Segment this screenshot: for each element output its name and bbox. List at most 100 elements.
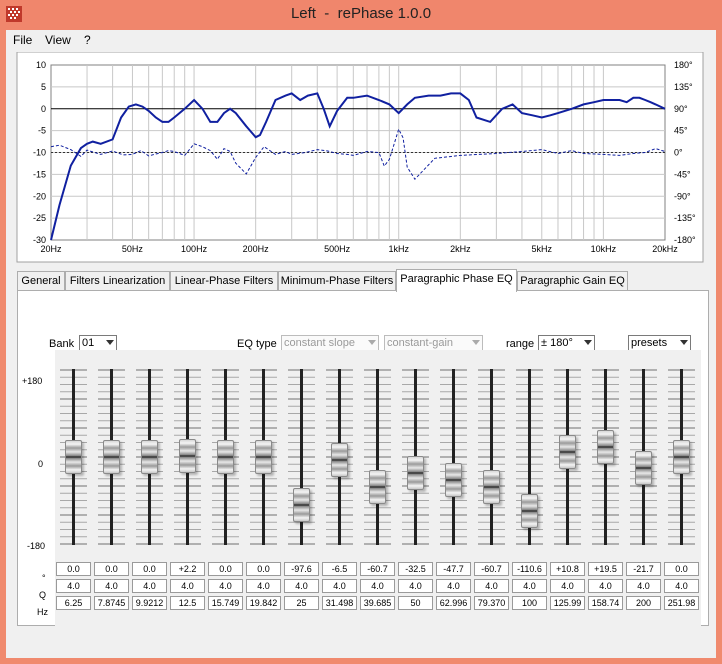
- frequency-input[interactable]: 158.74: [588, 596, 623, 610]
- slider-thumb[interactable]: [331, 443, 348, 478]
- slider-track[interactable]: [376, 369, 379, 545]
- slider-track[interactable]: [528, 369, 531, 545]
- frequency-input[interactable]: 200: [626, 596, 661, 610]
- eq-type-select[interactable]: constant slope: [281, 335, 379, 352]
- phase-input[interactable]: -47.7: [436, 562, 471, 576]
- title-bar[interactable]: Left - rePhase 1.0.0: [0, 0, 722, 30]
- frequency-input[interactable]: 100: [512, 596, 547, 610]
- frequency-input[interactable]: 7.8745: [94, 596, 129, 610]
- q-input[interactable]: 4.0: [664, 579, 699, 593]
- slider-thumb[interactable]: [65, 440, 82, 474]
- q-input[interactable]: 4.0: [626, 579, 661, 593]
- phase-input[interactable]: 0.0: [94, 562, 129, 576]
- slider-thumb[interactable]: [369, 469, 386, 504]
- q-input[interactable]: 4.0: [436, 579, 471, 593]
- tab-filters-linearization[interactable]: Filters Linearization: [65, 271, 170, 291]
- phase-input[interactable]: +19.5: [588, 562, 623, 576]
- frequency-input[interactable]: 62.996: [436, 596, 471, 610]
- q-input[interactable]: 4.0: [94, 579, 129, 593]
- frequency-input[interactable]: 251.98: [664, 596, 699, 610]
- phase-input[interactable]: 0.0: [208, 562, 243, 576]
- phase-input[interactable]: -97.6: [284, 562, 319, 576]
- tab-linear-phase-filters[interactable]: Linear-Phase Filters: [170, 271, 278, 291]
- magnitude-curve: [50, 92, 666, 241]
- frequency-input[interactable]: 125.99: [550, 596, 585, 610]
- slider-thumb[interactable]: [521, 494, 538, 529]
- q-input[interactable]: 4.0: [512, 579, 547, 593]
- range-value: ± 180°: [541, 337, 573, 349]
- q-input[interactable]: 4.0: [398, 579, 433, 593]
- phase-input[interactable]: -60.7: [360, 562, 395, 576]
- frequency-input[interactable]: 12.5: [170, 596, 205, 610]
- frequency-input[interactable]: 50: [398, 596, 433, 610]
- q-input[interactable]: 4.0: [56, 579, 91, 593]
- phase-tick-label: -90°: [674, 191, 691, 201]
- tab-paragraphic-gain-eq[interactable]: Paragraphic Gain EQ: [517, 271, 628, 291]
- frequency-input[interactable]: 19.842: [246, 596, 281, 610]
- slider-thumb[interactable]: [255, 440, 272, 474]
- phase-input[interactable]: -60.7: [474, 562, 509, 576]
- frequency-input[interactable]: 25: [284, 596, 319, 610]
- q-input[interactable]: 4.0: [360, 579, 395, 593]
- frequency-input[interactable]: 31.498: [322, 596, 357, 610]
- slider-thumb[interactable]: [407, 455, 424, 490]
- main-window: File View ? 10 5 0 -5 -10 -15 -20 -25 -30 180° 135…: [6, 30, 716, 658]
- frequency-input[interactable]: 9.9212: [132, 596, 167, 610]
- phase-input[interactable]: -110.6: [512, 562, 547, 576]
- phase-input[interactable]: 0.0: [56, 562, 91, 576]
- slider-thumb[interactable]: [179, 438, 196, 473]
- y-tick-label: -15: [33, 169, 46, 179]
- bank-select[interactable]: 01: [79, 335, 117, 352]
- q-input[interactable]: 4.0: [474, 579, 509, 593]
- phase-input[interactable]: 0.0: [246, 562, 281, 576]
- chevron-down-icon: [680, 340, 688, 345]
- app-icon[interactable]: [6, 6, 22, 22]
- slider-thumb[interactable]: [483, 469, 500, 504]
- slider-thumb[interactable]: [635, 450, 652, 485]
- phase-input[interactable]: +10.8: [550, 562, 585, 576]
- frequency-input[interactable]: 6.25: [56, 596, 91, 610]
- slider-thumb[interactable]: [141, 440, 158, 474]
- eq-type-label: EQ type: [237, 338, 277, 350]
- slider-thumb[interactable]: [673, 440, 690, 474]
- tab-paragraphic-phase-eq[interactable]: Paragraphic Phase EQ: [396, 269, 517, 292]
- q-input[interactable]: 4.0: [132, 579, 167, 593]
- frequency-input[interactable]: 39.685: [360, 596, 395, 610]
- q-input[interactable]: 4.0: [550, 579, 585, 593]
- menu-view[interactable]: View: [45, 33, 71, 47]
- q-input[interactable]: 4.0: [170, 579, 205, 593]
- phase-tick-label: 90°: [674, 104, 688, 114]
- y-tick-label: -5: [38, 126, 46, 136]
- menu-help[interactable]: ?: [84, 33, 91, 47]
- q-input[interactable]: 4.0: [284, 579, 319, 593]
- slider-track[interactable]: [452, 369, 455, 545]
- tab-minimum-phase-filters[interactable]: Minimum-Phase Filters: [278, 271, 396, 291]
- slider-thumb[interactable]: [103, 440, 120, 474]
- slider-track[interactable]: [490, 369, 493, 545]
- q-input[interactable]: 4.0: [588, 579, 623, 593]
- slider-thumb[interactable]: [559, 434, 576, 469]
- range-select[interactable]: ± 180°: [538, 335, 595, 352]
- frequency-input[interactable]: 15.749: [208, 596, 243, 610]
- q-input[interactable]: 4.0: [322, 579, 357, 593]
- phase-input[interactable]: 0.0: [664, 562, 699, 576]
- q-input[interactable]: 4.0: [208, 579, 243, 593]
- band-17: 0.0 4.0 251.98: [663, 350, 700, 626]
- phase-input[interactable]: -32.5: [398, 562, 433, 576]
- gain-mode-value: constant-gain: [387, 337, 454, 349]
- tab-general[interactable]: General: [17, 271, 65, 291]
- response-chart[interactable]: 10 5 0 -5 -10 -15 -20 -25 -30 180° 135° 90° 45° 0° -45…: [6, 52, 716, 288]
- phase-input[interactable]: -21.7: [626, 562, 661, 576]
- q-row-label: Q: [39, 590, 47, 600]
- phase-input[interactable]: +2.2: [170, 562, 205, 576]
- slider-thumb[interactable]: [217, 440, 234, 474]
- menu-file[interactable]: File: [13, 33, 33, 47]
- slider-thumb[interactable]: [445, 463, 462, 498]
- slider-thumb[interactable]: [597, 430, 614, 465]
- frequency-input[interactable]: 79.370: [474, 596, 509, 610]
- phase-input[interactable]: 0.0: [132, 562, 167, 576]
- q-input[interactable]: 4.0: [246, 579, 281, 593]
- slider-thumb[interactable]: [293, 487, 310, 522]
- phase-input[interactable]: -6.5: [322, 562, 357, 576]
- slider-track[interactable]: [300, 369, 303, 545]
